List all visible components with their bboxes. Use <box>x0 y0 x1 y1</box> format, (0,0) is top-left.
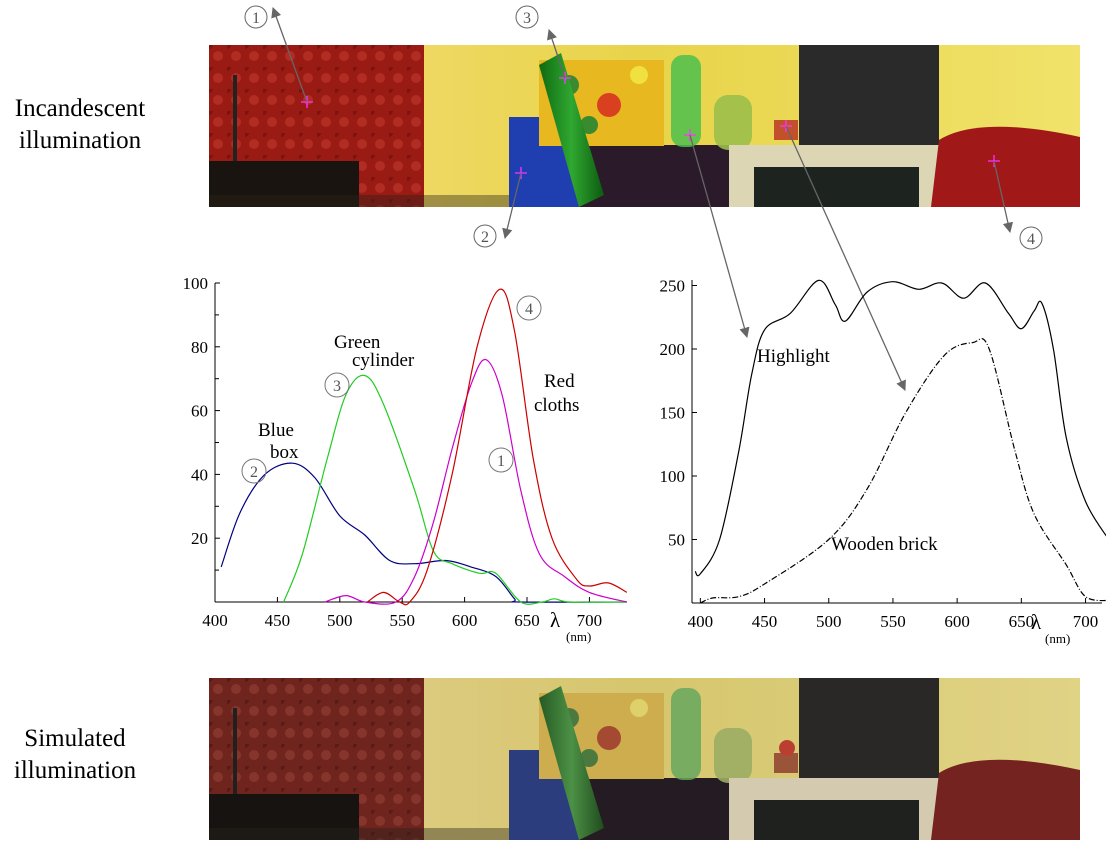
svg-text:2: 2 <box>250 464 258 481</box>
y-tick-label: 20 <box>191 529 208 548</box>
x-tick-label: 400 <box>202 611 228 630</box>
annotation-red-cloths: Red <box>544 371 575 392</box>
incandescent-photo <box>209 45 1080 207</box>
series-line-highlight <box>694 279 1106 577</box>
x-axis-unit: (nm) <box>1045 631 1070 646</box>
x-axis-label: λ <box>1031 610 1042 634</box>
x-tick-label: 650 <box>514 611 540 630</box>
x-tick-label: 550 <box>880 612 906 631</box>
y-tick-label: 200 <box>660 340 686 359</box>
arrow-1 <box>271 7 308 103</box>
y-tick-label: 80 <box>191 338 208 357</box>
annotation-wooden-brick: Wooden brick <box>831 534 938 555</box>
x-axis-unit: (nm) <box>566 629 591 644</box>
x-tick-label: 450 <box>265 611 291 630</box>
y-tick-label: 250 <box>660 277 686 296</box>
series-line-2 <box>220 462 627 603</box>
annotation-blue-box: Blue <box>258 420 294 441</box>
x-tick-label: 400 <box>688 612 714 631</box>
arrow-highlight <box>689 134 750 339</box>
series-line-3 <box>283 374 627 605</box>
svg-text:4: 4 <box>1027 231 1035 248</box>
svg-text:4: 4 <box>525 301 533 318</box>
intensity-chart-right: 400 450 500 550 600 650 700 50 100 150 200 250 High… <box>660 277 1106 646</box>
annotation-arrows <box>271 7 1014 391</box>
chart-marker-labels: 2 3 1 4 <box>241 295 542 484</box>
arrow-3 <box>547 29 566 79</box>
arrow-2 <box>502 172 522 240</box>
y-tick-label: 60 <box>191 402 208 421</box>
marker-label-3: 3 <box>515 5 539 29</box>
series-line-wooden-brick <box>700 338 1106 604</box>
x-tick-label: 450 <box>752 612 778 631</box>
svg-text:1: 1 <box>252 10 260 27</box>
x-tick-label: 700 <box>577 611 603 630</box>
marker-labels: 1 3 2 4 <box>244 5 1043 250</box>
series-line-4 <box>366 288 628 606</box>
series-line-1 <box>324 358 627 605</box>
y-tick-label: 40 <box>191 465 208 484</box>
x-tick-label: 650 <box>1009 612 1035 631</box>
svg-text:3: 3 <box>333 378 341 395</box>
y-tick-label: 50 <box>668 531 685 550</box>
svg-text:2: 2 <box>481 229 489 246</box>
row-label-simulated: Simulated illumination <box>13 725 137 784</box>
arrow-4 <box>993 160 1014 234</box>
annotation-highlight: Highlight <box>757 346 831 367</box>
x-tick-label: 700 <box>1073 612 1099 631</box>
x-tick-label: 500 <box>816 612 842 631</box>
annotation-green-cylinder-2: cylinder <box>352 350 415 371</box>
x-tick-label: 600 <box>452 611 478 630</box>
svg-text:1: 1 <box>497 453 505 470</box>
marker-label-1: 1 <box>244 5 268 29</box>
x-axis-label: λ <box>550 608 561 632</box>
reflectance-chart-left: 400 450 500 550 600 650 700 20 40 60 80 100 Blue bo… <box>183 274 628 644</box>
y-tick-label: 100 <box>183 274 209 293</box>
y-tick-label: 100 <box>660 467 686 486</box>
x-tick-label: 550 <box>389 611 415 630</box>
row-label-incandescent: Incandescent illumination <box>14 95 146 154</box>
arrow-wooden-brick <box>785 125 906 391</box>
svg-text:3: 3 <box>523 10 531 27</box>
y-tick-label: 150 <box>660 404 686 423</box>
annotation-red-cloths-2: cloths <box>534 395 579 416</box>
x-tick-label: 600 <box>944 612 970 631</box>
marker-label-2: 2 <box>473 224 497 248</box>
annotation-blue-box-2: box <box>270 442 299 463</box>
marker-label-4: 4 <box>1019 226 1043 250</box>
annotation-green-cylinder: Green <box>334 332 381 353</box>
x-tick-label: 500 <box>327 611 353 630</box>
simulated-photo <box>209 678 1080 840</box>
